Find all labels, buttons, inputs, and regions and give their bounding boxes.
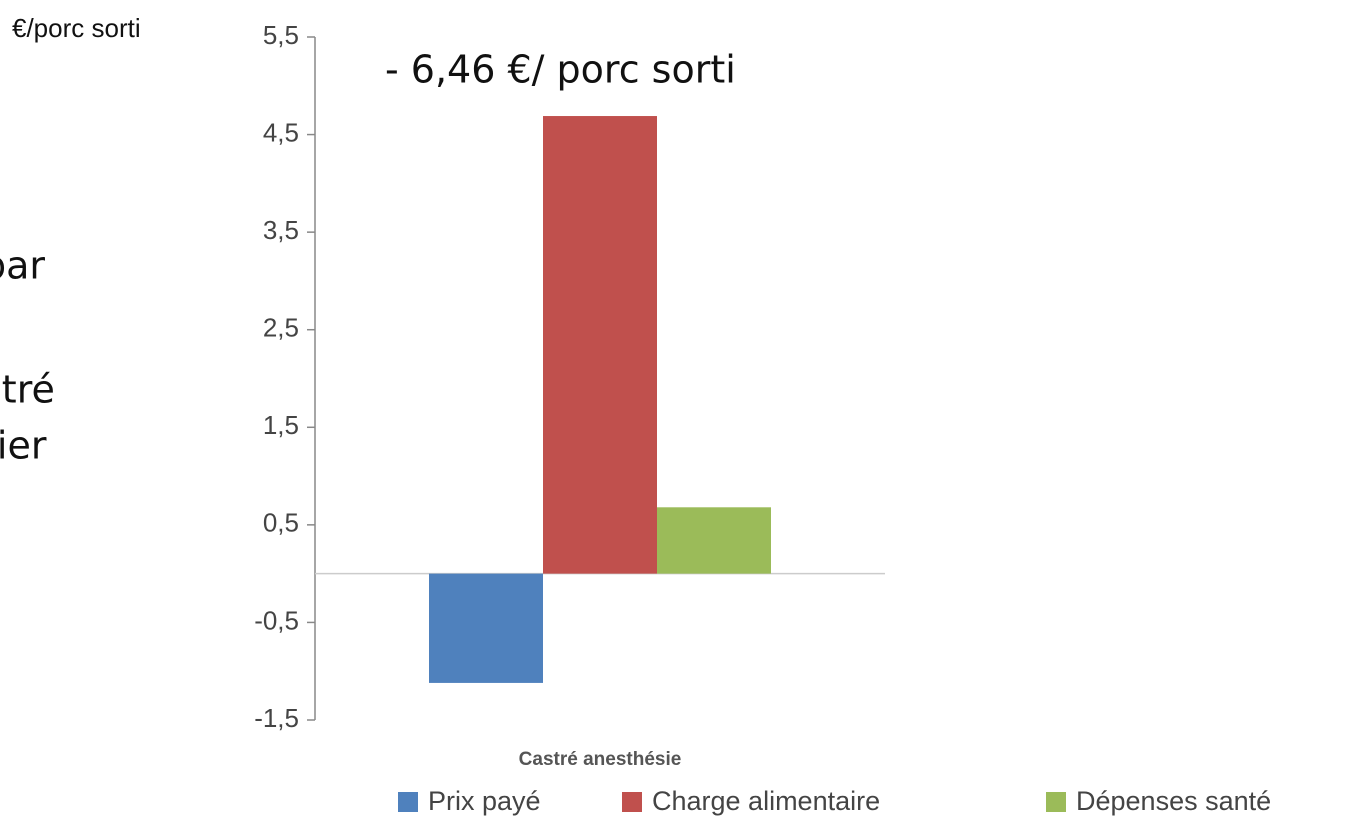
annotation: - 6,46 €/ porc sorti xyxy=(385,48,736,92)
x-tick-label: Castré anesthésie xyxy=(519,749,682,770)
legend-label: Prix payé xyxy=(428,786,541,816)
y-tick-label: -0,5 xyxy=(254,605,299,635)
legend-swatch xyxy=(1046,792,1066,812)
y-tick-label: 2,5 xyxy=(263,313,299,343)
y-tick-label: 4,5 xyxy=(263,117,299,147)
legend-swatch xyxy=(622,792,642,812)
side-text: tier xyxy=(0,424,47,468)
y-tick-label: 0,5 xyxy=(263,508,299,538)
side-text: stré xyxy=(0,368,55,412)
y-tick-label: 5,5 xyxy=(263,20,299,50)
y-tick-label: 1,5 xyxy=(263,410,299,440)
legend-label: Dépenses santé xyxy=(1076,786,1271,816)
legend-label: Charge alimentaire xyxy=(652,786,880,816)
side-text: par xyxy=(0,244,45,288)
bar xyxy=(657,507,771,574)
y-axis-label: €/porc sorti xyxy=(12,13,141,43)
y-tick-label: 3,5 xyxy=(263,215,299,245)
y-tick-label: -1,5 xyxy=(254,703,299,733)
bar xyxy=(543,116,657,574)
legend-swatch xyxy=(398,792,418,812)
bar xyxy=(429,573,543,683)
